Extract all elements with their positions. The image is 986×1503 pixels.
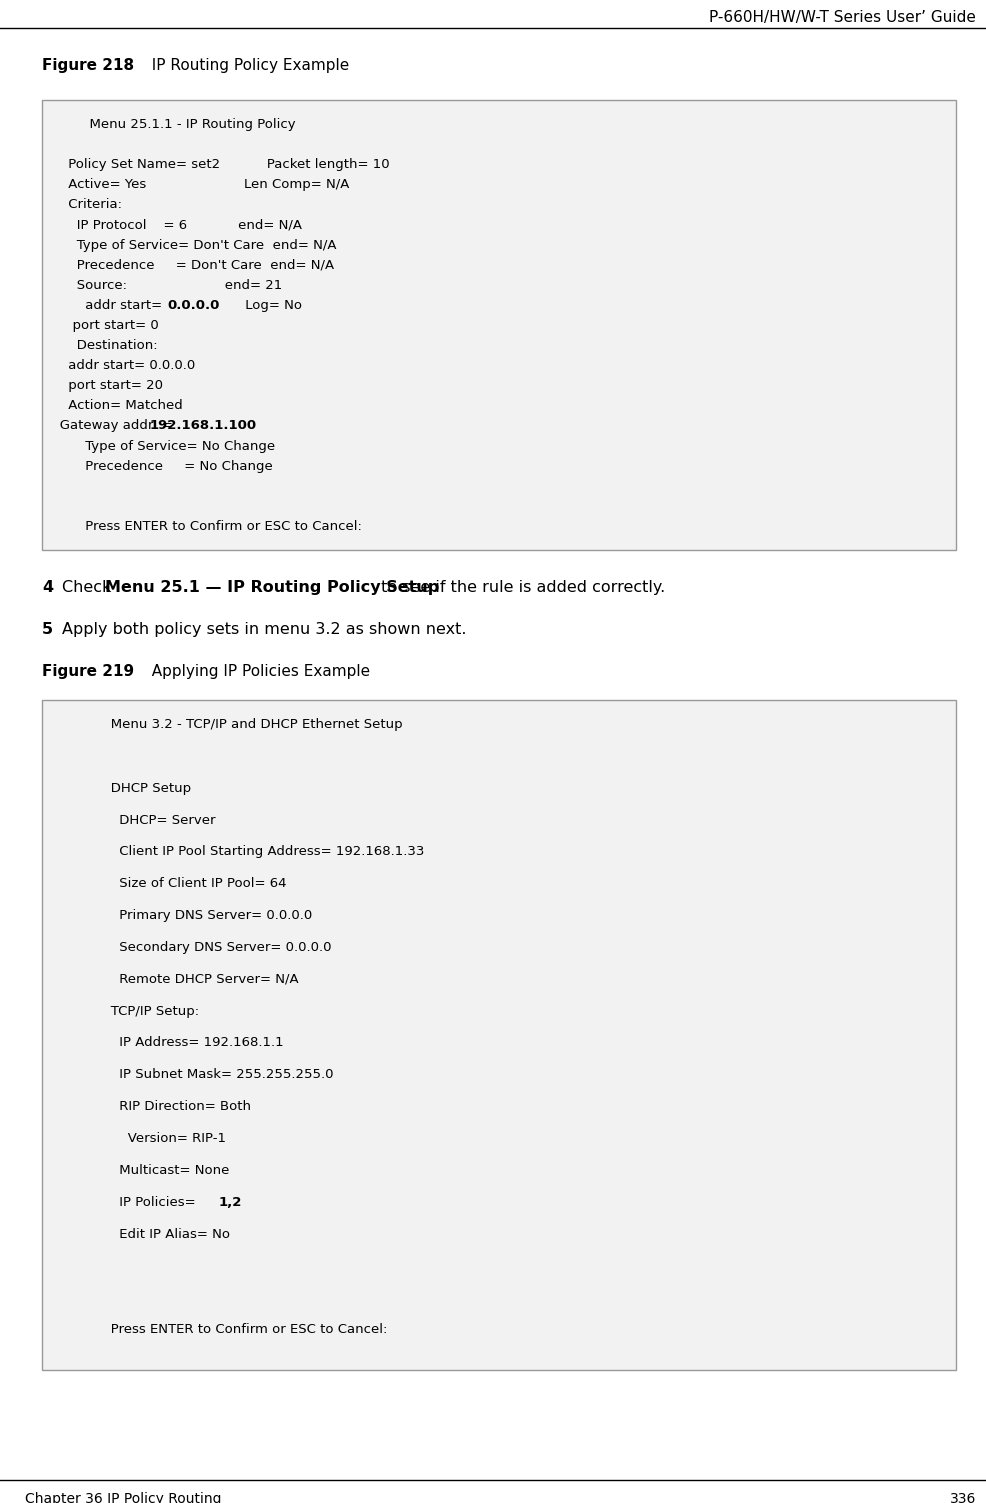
Text: Gateway addr  =: Gateway addr = [47,419,173,433]
Text: port start= 20: port start= 20 [47,379,163,392]
Text: to see if the rule is added correctly.: to see if the rule is added correctly. [376,580,665,595]
Text: IP Routing Policy Example: IP Routing Policy Example [142,59,349,74]
Text: Remote DHCP Server= N/A: Remote DHCP Server= N/A [47,972,299,986]
Text: Press ENTER to Confirm or ESC to Cancel:: Press ENTER to Confirm or ESC to Cancel: [47,520,362,534]
Text: Size of Client IP Pool= 64: Size of Client IP Pool= 64 [47,878,287,890]
Text: port start= 0: port start= 0 [47,319,159,332]
Text: IP Protocol    = 6            end= N/A: IP Protocol = 6 end= N/A [47,218,302,231]
Text: RIP Direction= Both: RIP Direction= Both [47,1100,251,1114]
Text: Secondary DNS Server= 0.0.0.0: Secondary DNS Server= 0.0.0.0 [47,941,331,954]
Text: Source:                       end= 21: Source: end= 21 [47,278,282,292]
Text: Log= No: Log= No [207,299,302,311]
Text: TCP/IP Setup:: TCP/IP Setup: [47,1004,199,1018]
Text: 336: 336 [950,1492,976,1503]
Bar [42,700,956,1371]
Text: Menu 3.2 - TCP/IP and DHCP Ethernet Setup: Menu 3.2 - TCP/IP and DHCP Ethernet Setu… [47,718,402,730]
Text: Active= Yes                       Len Comp= N/A: Active= Yes Len Comp= N/A [47,179,349,191]
Text: Policy Set Name= set2           Packet length= 10: Policy Set Name= set2 Packet length= 10 [47,158,389,171]
Text: Apply both policy sets in menu 3.2 as shown next.: Apply both policy sets in menu 3.2 as sh… [62,622,466,637]
Text: Menu 25.1 — IP Routing Policy Setup: Menu 25.1 — IP Routing Policy Setup [105,580,439,595]
Text: Edit IP Alias= No: Edit IP Alias= No [47,1228,230,1240]
Text: Action= Matched: Action= Matched [47,400,182,412]
Text: Precedence     = No Change: Precedence = No Change [47,460,273,472]
Text: Menu 25.1.1 - IP Routing Policy: Menu 25.1.1 - IP Routing Policy [47,119,296,131]
Text: DHCP= Server: DHCP= Server [47,813,216,827]
Text: Figure 219: Figure 219 [42,664,134,679]
Text: 0.0.0.0: 0.0.0.0 [167,299,219,311]
Text: 192.168.1.100: 192.168.1.100 [150,419,257,433]
Text: Multicast= None: Multicast= None [47,1163,230,1177]
Text: Primary DNS Server= 0.0.0.0: Primary DNS Server= 0.0.0.0 [47,909,313,923]
Text: Type of Service= No Change: Type of Service= No Change [47,439,275,452]
Bar [42,101,956,550]
Text: DHCP Setup: DHCP Setup [47,782,191,795]
Text: Chapter 36 IP Policy Routing: Chapter 36 IP Policy Routing [25,1492,222,1503]
Text: P-660H/HW/W-T Series User’ Guide: P-660H/HW/W-T Series User’ Guide [709,11,976,26]
Text: Check: Check [62,580,116,595]
Text: addr start= 0.0.0.0: addr start= 0.0.0.0 [47,359,195,373]
Text: 4: 4 [42,580,53,595]
Text: Press ENTER to Confirm or ESC to Cancel:: Press ENTER to Confirm or ESC to Cancel: [47,1323,387,1336]
Text: Client IP Pool Starting Address= 192.168.1.33: Client IP Pool Starting Address= 192.168… [47,845,424,858]
Text: Precedence     = Don't Care  end= N/A: Precedence = Don't Care end= N/A [47,259,334,272]
Text: Destination:: Destination: [47,340,158,352]
Text: 1,2: 1,2 [218,1196,242,1208]
Text: addr start=: addr start= [47,299,167,311]
Text: Type of Service= Don't Care  end= N/A: Type of Service= Don't Care end= N/A [47,239,336,251]
Text: IP Subnet Mask= 255.255.255.0: IP Subnet Mask= 255.255.255.0 [47,1069,333,1081]
Text: IP Policies=: IP Policies= [47,1196,200,1208]
Text: Figure 218: Figure 218 [42,59,134,74]
Text: Criteria:: Criteria: [47,198,122,212]
Text: Version= RIP-1: Version= RIP-1 [47,1132,226,1145]
Text: IP Address= 192.168.1.1: IP Address= 192.168.1.1 [47,1037,284,1049]
Text: 5: 5 [42,622,53,637]
Text: Applying IP Policies Example: Applying IP Policies Example [142,664,370,679]
